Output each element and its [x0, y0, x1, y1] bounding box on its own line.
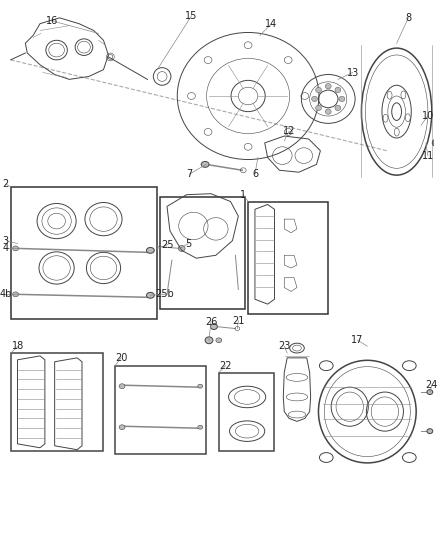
Ellipse shape	[339, 96, 345, 102]
Bar	[11, 353, 103, 451]
Text: 7: 7	[186, 169, 193, 179]
Text: 26: 26	[205, 317, 217, 327]
Text: 16: 16	[46, 16, 58, 26]
Text: 2: 2	[3, 179, 9, 189]
Text: 13: 13	[346, 68, 359, 77]
Text: 3: 3	[3, 236, 9, 246]
Text: 24: 24	[426, 380, 438, 390]
Ellipse shape	[211, 324, 217, 329]
Text: 25: 25	[162, 239, 174, 249]
Text: 21: 21	[232, 316, 244, 326]
Ellipse shape	[178, 246, 185, 252]
Ellipse shape	[13, 292, 18, 297]
Ellipse shape	[198, 425, 203, 429]
Text: 23: 23	[278, 341, 290, 351]
Text: 5: 5	[185, 239, 192, 248]
Bar	[248, 201, 328, 314]
Ellipse shape	[316, 105, 321, 111]
Ellipse shape	[335, 105, 341, 111]
Ellipse shape	[198, 384, 203, 388]
Ellipse shape	[216, 338, 222, 343]
Ellipse shape	[383, 115, 388, 122]
Text: 1: 1	[240, 190, 246, 200]
Ellipse shape	[146, 247, 154, 253]
Text: 22: 22	[219, 361, 232, 370]
Ellipse shape	[427, 390, 433, 394]
Bar	[219, 373, 275, 451]
Text: 25b: 25b	[155, 289, 174, 300]
Text: 4: 4	[3, 244, 9, 253]
Ellipse shape	[325, 109, 331, 114]
Ellipse shape	[335, 87, 341, 93]
Bar	[160, 197, 245, 309]
Ellipse shape	[434, 141, 438, 145]
Ellipse shape	[401, 91, 406, 99]
Text: 14: 14	[265, 19, 278, 29]
Bar	[115, 366, 206, 454]
Text: 20: 20	[115, 353, 127, 363]
Text: 10: 10	[422, 110, 434, 120]
Ellipse shape	[201, 161, 209, 167]
Text: 11: 11	[422, 151, 434, 160]
Ellipse shape	[311, 96, 318, 102]
Ellipse shape	[387, 91, 392, 99]
Text: 17: 17	[351, 335, 364, 345]
Ellipse shape	[325, 84, 331, 89]
Ellipse shape	[205, 337, 213, 344]
Text: 4b: 4b	[0, 289, 12, 300]
Text: 18: 18	[12, 341, 25, 351]
Ellipse shape	[13, 246, 18, 251]
Bar	[11, 187, 157, 319]
Text: 6: 6	[252, 169, 258, 179]
Ellipse shape	[406, 114, 410, 122]
Text: 12: 12	[283, 126, 295, 136]
Ellipse shape	[432, 140, 438, 147]
Ellipse shape	[146, 293, 154, 298]
Ellipse shape	[119, 384, 125, 389]
Text: 15: 15	[185, 11, 198, 21]
Ellipse shape	[316, 87, 321, 93]
Ellipse shape	[394, 128, 399, 136]
Text: 8: 8	[405, 13, 411, 23]
Ellipse shape	[119, 425, 125, 430]
Ellipse shape	[427, 429, 433, 433]
